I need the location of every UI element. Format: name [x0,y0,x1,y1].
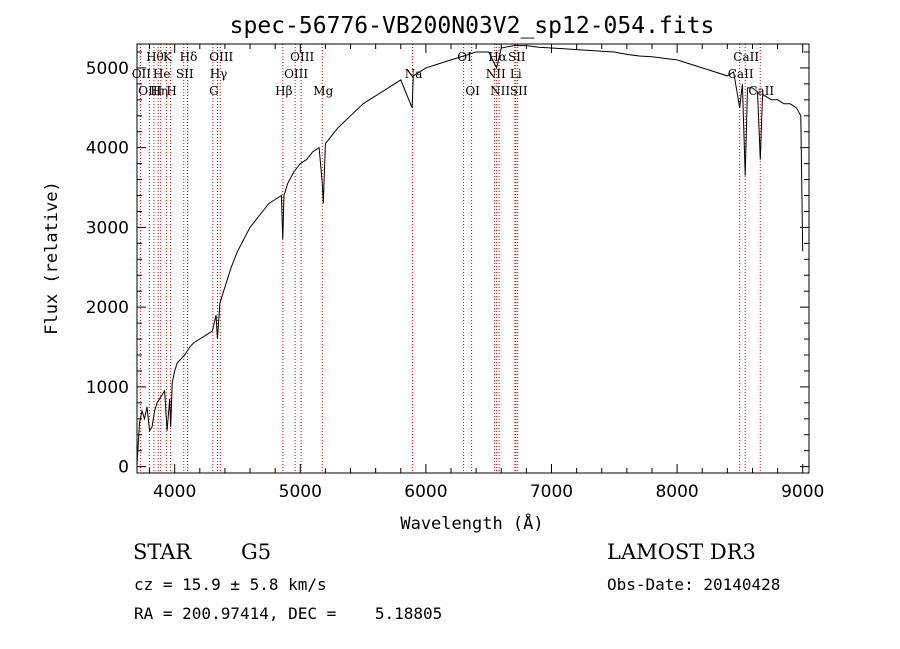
x-tick-label: 8000 [655,482,698,502]
spectral-line-label: Hβ [275,84,292,98]
spectral-line-label: Na [405,67,423,81]
chart-title: spec-56776-VB200N03V2_sp12-054.fits [230,13,715,39]
spectrum-line [136,45,804,466]
spectral-line-label: G [209,84,219,98]
spectral-line-label: NII [490,84,510,98]
y-tick-label: 0 [118,458,129,478]
survey-name: LAMOST DR3 [607,540,756,564]
spectral-line-markers: OIIOIIIHθHηHeKHSIIHδGHγOIIIHβOIIIOIIIMgN… [132,44,774,473]
y-tick-label: 2000 [86,298,129,318]
spectral-line-label: Hδ [180,50,198,64]
spectral-line-label: NII [486,67,506,81]
spectrum-series [136,45,804,466]
obs-date: Obs-Date: 20140428 [607,575,781,594]
spectral-line-label: SII [508,50,526,64]
spectral-line-label: CaII [733,50,759,64]
axis-ticks: 4000 5000 6000 7000 8000 9000 0 1000 2000 3000 400… [86,44,824,502]
x-tick-label: 6000 [404,482,447,502]
y-tick-label: 5000 [86,59,129,79]
spectral-line-label: Hη [150,84,168,98]
x-tick-label: 5000 [279,482,322,502]
spectral-line-label: SII [510,84,528,98]
spectral-line-label: Hθ [146,50,164,64]
x-tick-label: 4000 [153,482,196,502]
x-tick-label: 7000 [530,482,573,502]
spectral-line-label: He [153,67,171,81]
spectral-line-label: K [163,50,173,64]
spectral-line-label: OI [457,50,472,64]
spectral-line-label: H [166,84,176,98]
spectral-line-label: OIII [290,50,314,64]
plot-frame [136,43,810,474]
coordinates: RA = 200.97414, DEC = 5.18805 [134,604,443,623]
spectral-line-label: SII [176,67,194,81]
redshift-cz: cz = 15.9 ± 5.8 km/s [134,575,327,594]
y-tick-label: 4000 [86,139,129,159]
spectral-line-label: Mg [313,84,333,98]
spectral-line-label: Hγ [210,67,228,81]
spectral-line-label: CaII [728,67,754,81]
y-tick-label: 3000 [86,218,129,238]
y-axis-label: Flux (relative) [42,181,62,335]
spectral-line-label: OII [132,67,152,81]
object-class: STAR [133,540,192,564]
x-axis-label: Wavelength (Å) [400,512,543,534]
y-tick-label: 1000 [86,378,129,398]
x-tick-label: 9000 [781,482,824,502]
spectral-line-label: OIII [138,84,162,98]
object-subclass: G5 [241,540,272,564]
spectral-line-label: OIII [209,50,233,64]
spectral-line-label: OI [465,84,480,98]
spectral-line-label: CaII [748,84,774,98]
spectral-line-label: OIII [284,67,308,81]
